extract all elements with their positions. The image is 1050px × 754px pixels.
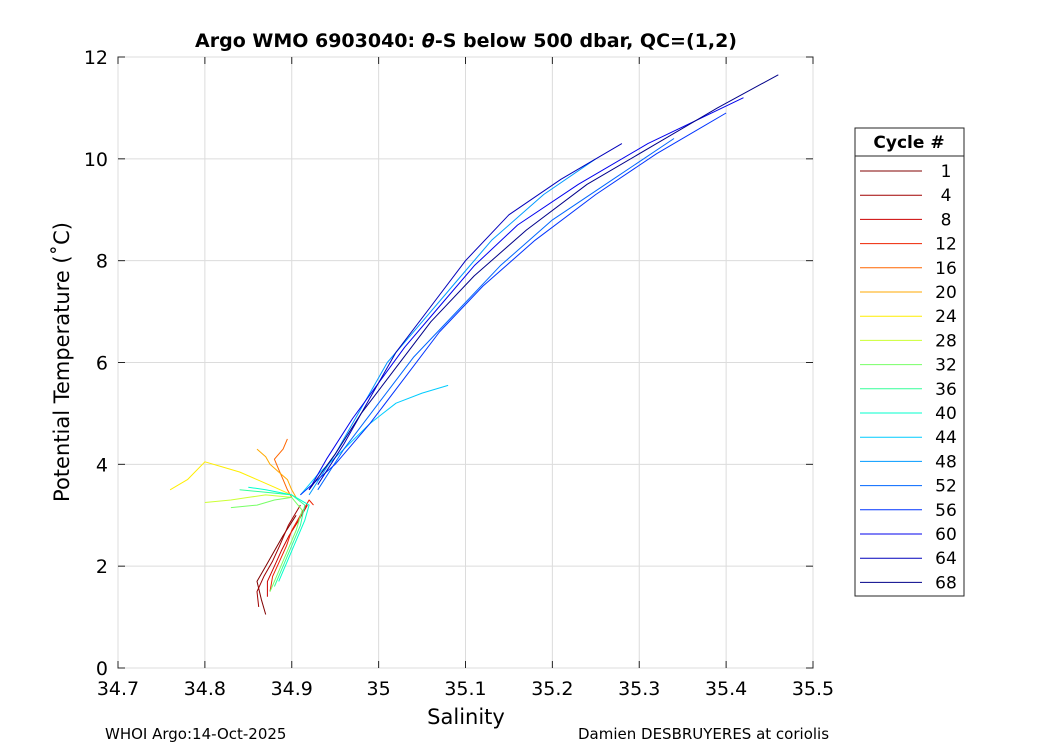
series-line-16 xyxy=(317,143,623,485)
x-tick-label: 34.9 xyxy=(271,678,313,700)
legend-label: 40 xyxy=(935,404,957,424)
y-tick-label: 4 xyxy=(96,454,108,476)
legend-label: 4 xyxy=(941,186,952,206)
x-tick-label: 35.4 xyxy=(705,678,747,700)
series-line-15 xyxy=(308,97,744,491)
series-line-10 xyxy=(248,486,310,582)
x-tick-label: 34.7 xyxy=(97,678,139,700)
series-line-4 xyxy=(273,438,293,498)
y-tick-label: 6 xyxy=(96,353,108,375)
x-axis-label: Salinity xyxy=(427,705,505,729)
footer-left: WHOI Argo:14-Oct-2025 xyxy=(105,725,287,743)
legend-label: 60 xyxy=(935,525,957,545)
series-line-12 xyxy=(308,158,597,496)
legend-label: 48 xyxy=(935,452,957,472)
tick-marks xyxy=(117,56,814,669)
y-tick-label: 2 xyxy=(96,556,108,578)
x-tick-label: 35.2 xyxy=(531,678,573,700)
y-tick-label: 0 xyxy=(96,658,108,680)
legend-label: 12 xyxy=(935,235,957,255)
legend-label: 20 xyxy=(935,283,957,303)
legend-label: 32 xyxy=(935,356,957,376)
series-line-0 xyxy=(256,515,297,615)
x-tick-labels: 34.7 34.8 34.9 35 35.1 35.2 35.3 35.4 35.5 xyxy=(97,678,834,700)
x-tick-label: 35.3 xyxy=(618,678,660,700)
chart-title: Argo WMO 6903040: θ-S below 500 dbar, QC… xyxy=(195,30,737,52)
x-tick-label: 35.5 xyxy=(792,678,834,700)
legend-label: 68 xyxy=(935,573,957,593)
series-line-8 xyxy=(230,496,303,592)
series-line-6 xyxy=(169,461,292,496)
y-tick-label: 8 xyxy=(96,251,108,273)
y-tick-label: 12 xyxy=(84,47,108,69)
legend: Cycle # 14812162024283236404448525660646… xyxy=(854,127,965,597)
legend-label: 8 xyxy=(941,210,952,230)
series-layer xyxy=(169,74,779,615)
series-line-7 xyxy=(204,494,292,503)
legend-box xyxy=(854,127,965,597)
legend-label: 28 xyxy=(935,331,957,351)
series-line-9 xyxy=(239,489,306,587)
footer-right: Damien DESBRUYERES at coriolis xyxy=(578,725,830,743)
legend-label: 16 xyxy=(935,259,957,279)
legend-label: 56 xyxy=(935,501,957,521)
plot-area xyxy=(117,56,814,669)
legend-label: 52 xyxy=(935,477,957,497)
y-tick-labels: 0 2 4 6 8 10 12 xyxy=(84,47,108,680)
x-tick-label: 35.1 xyxy=(444,678,486,700)
legend-label: 36 xyxy=(935,380,957,400)
legend-label: 1 xyxy=(941,162,952,182)
legend-title: Cycle # xyxy=(873,133,944,153)
x-tick-label: 35 xyxy=(367,678,391,700)
y-tick-label: 10 xyxy=(84,149,108,171)
series-line-13 xyxy=(317,138,675,491)
legend-label: 44 xyxy=(935,428,957,448)
x-tick-label: 34.8 xyxy=(184,678,226,700)
legend-label: 24 xyxy=(935,307,957,327)
series-line-17 xyxy=(308,74,779,491)
y-axis-label: Potential Temperature (˚C) xyxy=(50,222,74,502)
series-line-3 xyxy=(269,499,314,592)
legend-label: 64 xyxy=(935,549,957,569)
series-line-1 xyxy=(256,504,301,607)
series-line-14 xyxy=(300,112,727,496)
series-line-5 xyxy=(256,448,297,498)
